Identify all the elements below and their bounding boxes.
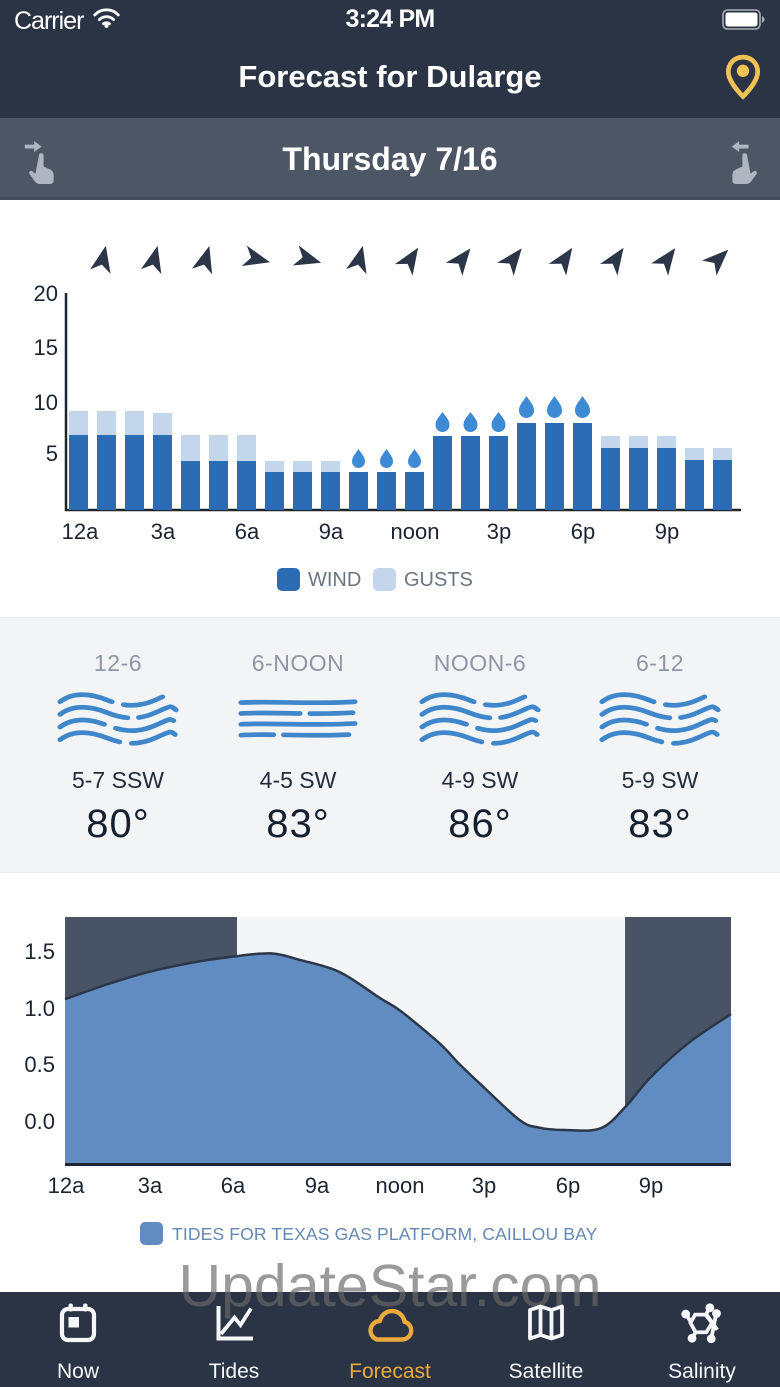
svg-text:9a: 9a — [305, 1173, 330, 1198]
svg-text:1.5: 1.5 — [24, 939, 55, 964]
svg-text:6a: 6a — [235, 519, 260, 544]
svg-text:noon: noon — [376, 1173, 425, 1198]
svg-text:noon: noon — [391, 519, 440, 544]
svg-text:3p: 3p — [487, 519, 511, 544]
svg-text:20: 20 — [34, 281, 58, 306]
svg-text:15: 15 — [34, 335, 58, 360]
svg-text:3a: 3a — [151, 519, 176, 544]
svg-text:3a: 3a — [138, 1173, 163, 1198]
svg-text:GUSTS: GUSTS — [404, 569, 473, 591]
svg-text:6p: 6p — [571, 519, 595, 544]
svg-text:9p: 9p — [655, 519, 679, 544]
svg-text:12a: 12a — [48, 1173, 85, 1198]
svg-text:0.0: 0.0 — [24, 1109, 55, 1134]
svg-text:WIND: WIND — [308, 569, 361, 591]
svg-text:0.5: 0.5 — [24, 1052, 55, 1077]
svg-text:12a: 12a — [62, 519, 99, 544]
svg-text:6a: 6a — [221, 1173, 246, 1198]
svg-text:5: 5 — [46, 441, 58, 466]
svg-text:TIDES FOR TEXAS GAS PLATFORM,: TIDES FOR TEXAS GAS PLATFORM, CAILLOU BA… — [172, 1224, 598, 1244]
svg-text:6p: 6p — [556, 1173, 580, 1198]
svg-text:9p: 9p — [639, 1173, 663, 1198]
svg-text:10: 10 — [34, 390, 58, 415]
svg-text:3p: 3p — [472, 1173, 496, 1198]
svg-text:9a: 9a — [319, 519, 344, 544]
svg-text:1.0: 1.0 — [24, 996, 55, 1021]
